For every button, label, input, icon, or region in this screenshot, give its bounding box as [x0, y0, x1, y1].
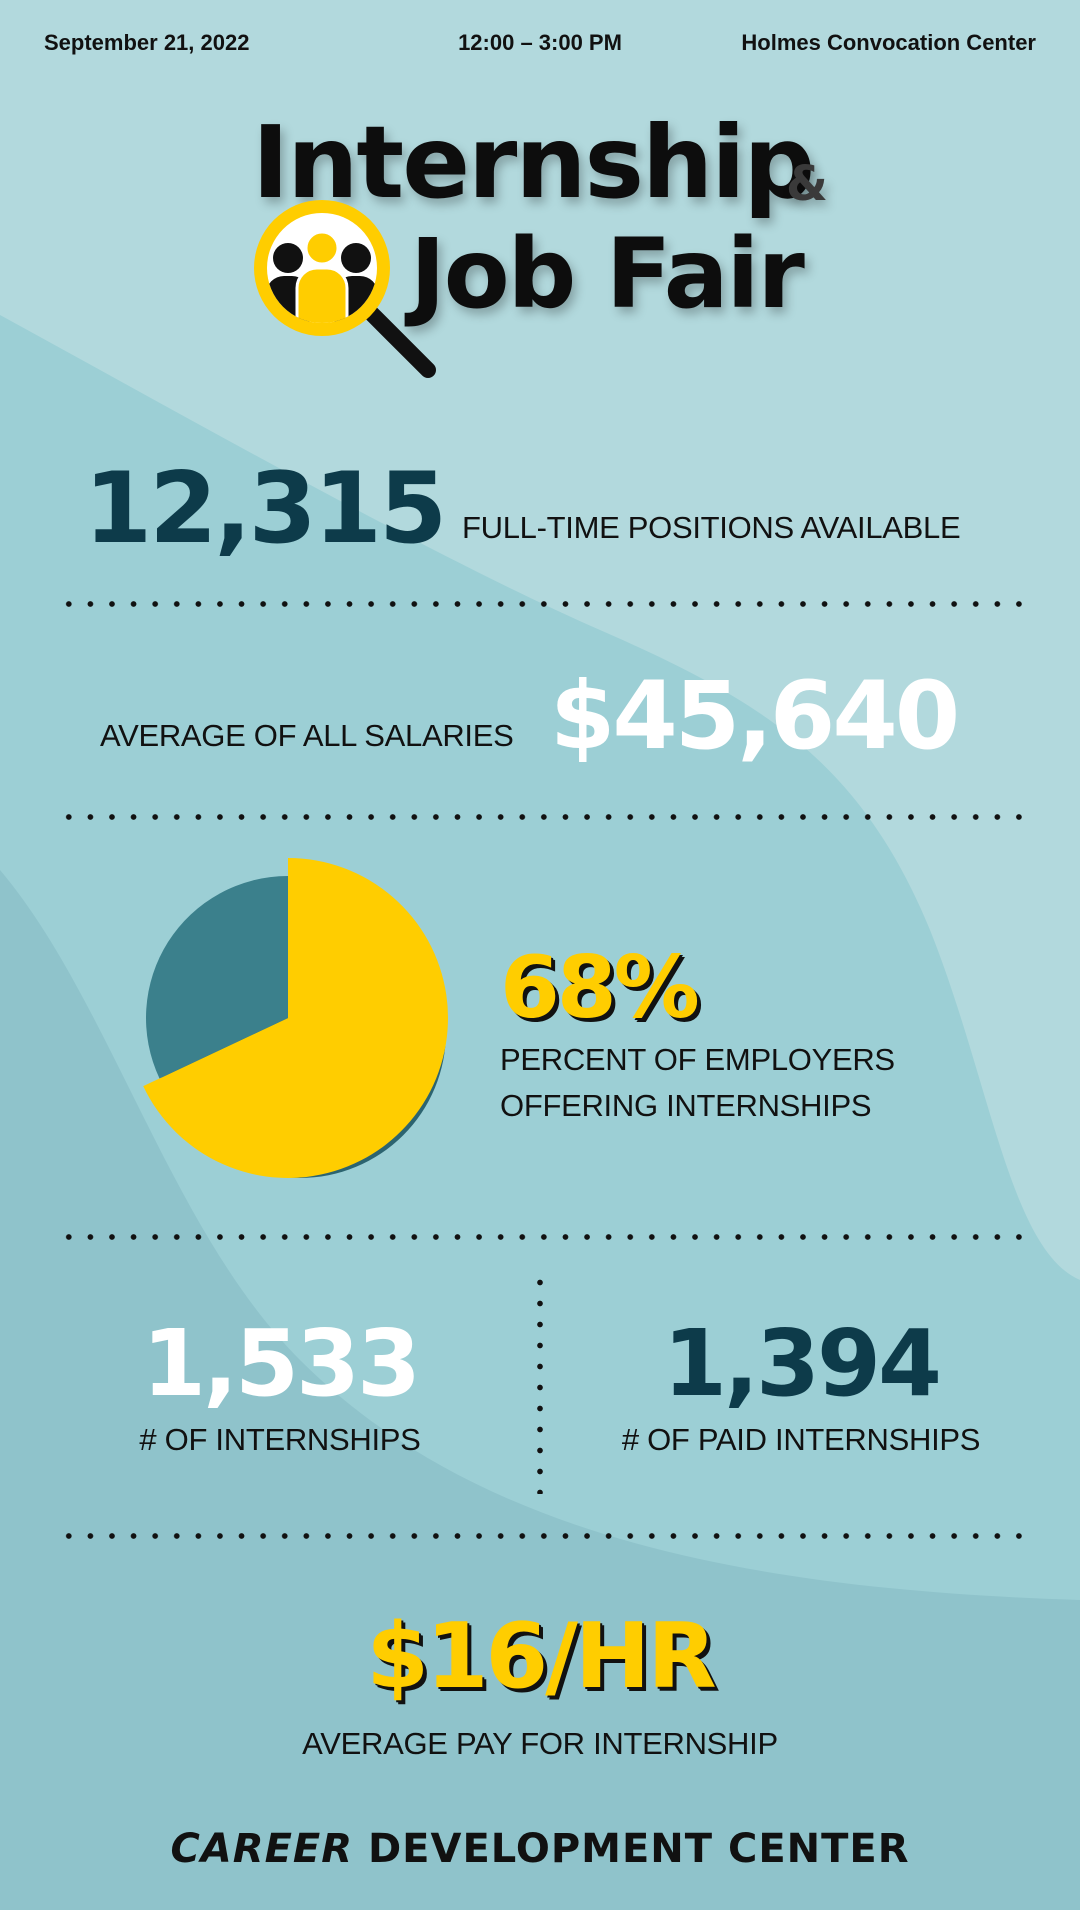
divider-dotted: [58, 1533, 1022, 1539]
magnifier-people-icon: [254, 200, 436, 378]
salary-label: AVERAGE OF ALL SALARIES: [100, 718, 514, 753]
divider-vertical-dotted: [537, 1272, 543, 1494]
title-line-2: Job Fair: [410, 218, 805, 330]
positions-label: FULL-TIME POSITIONS AVAILABLE: [462, 510, 961, 545]
pie-slice-0: [143, 858, 448, 1178]
positions-value: 12,315: [84, 452, 447, 566]
internships-value: 1,533: [141, 1310, 421, 1417]
employers-percent-value: 68%: [500, 938, 700, 1038]
footer-word-development-center: DEVELOPMENT CENTER: [367, 1826, 910, 1872]
employers-label-line-1: PERCENT OF EMPLOYERS: [500, 1042, 895, 1077]
pie-slice-1: [145, 876, 288, 1079]
event-time: 12:00 – 3:00 PM: [458, 30, 622, 55]
event-date: September 21, 2022: [44, 30, 250, 55]
salary-value: $45,640: [550, 662, 960, 771]
divider-dotted: [58, 814, 1022, 820]
divider-dotted: [58, 1234, 1022, 1240]
pay-label: AVERAGE PAY FOR INTERNSHIP: [302, 1726, 778, 1761]
event-venue: Holmes Convocation Center: [741, 30, 1036, 55]
pay-value: $16/HR: [366, 1604, 716, 1709]
paid-internships-value: 1,394: [662, 1310, 942, 1417]
employers-label-line-2: OFFERING INTERNSHIPS: [500, 1088, 872, 1123]
internships-label: # OF INTERNSHIPS: [139, 1422, 421, 1457]
footer-organization: CAREER DEVELOPMENT CENTER: [0, 1826, 1080, 1872]
pie-chart: [143, 858, 448, 1178]
title-line-1: Internship: [252, 104, 815, 221]
title-ampersand: &: [786, 156, 828, 212]
footer-word-career: CAREER: [170, 1826, 354, 1872]
paid-internships-label: # OF PAID INTERNSHIPS: [621, 1422, 981, 1457]
divider-dotted: [58, 601, 1022, 607]
